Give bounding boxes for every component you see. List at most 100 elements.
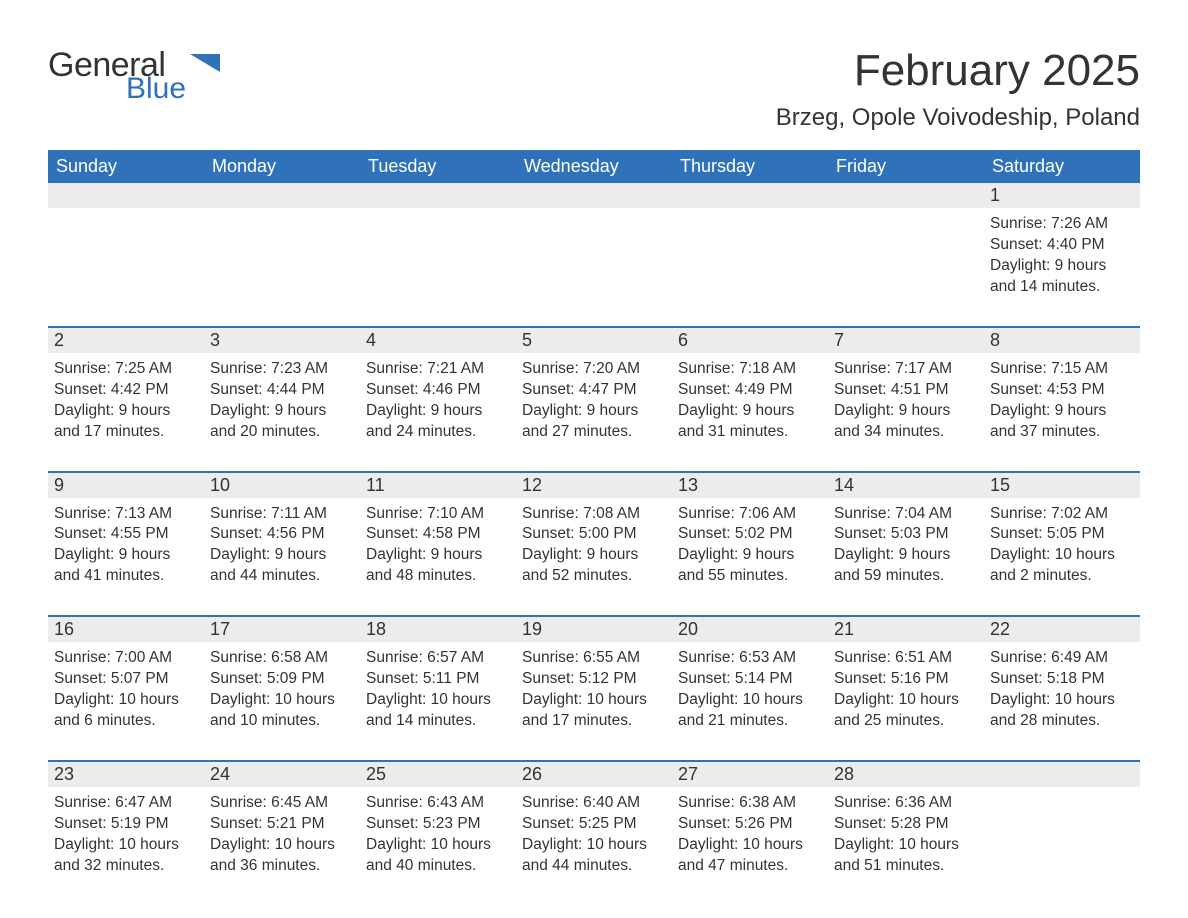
calendar-week: 1Sunrise: 7:26 AMSunset: 4:40 PMDaylight… <box>48 183 1140 308</box>
sunrise-text: Sunrise: 6:57 AM <box>366 648 510 669</box>
sunset-text: Sunset: 5:09 PM <box>210 669 354 690</box>
sunrise-text: Sunrise: 7:21 AM <box>366 359 510 380</box>
sunset-text: Sunset: 4:53 PM <box>990 380 1134 401</box>
day-cell-row: Sunrise: 7:00 AMSunset: 5:07 PMDaylight:… <box>48 642 1140 742</box>
sunrise-text: Sunrise: 6:43 AM <box>366 793 510 814</box>
day-cell: Sunrise: 6:36 AMSunset: 5:28 PMDaylight:… <box>828 787 984 887</box>
sunset-text: Sunset: 4:46 PM <box>366 380 510 401</box>
weekday-header-row: Sunday Monday Tuesday Wednesday Thursday… <box>48 150 1140 183</box>
day-number: 23 <box>48 762 204 787</box>
daylight-text-1: Daylight: 9 hours <box>990 401 1134 422</box>
daylight-text-1: Daylight: 9 hours <box>366 401 510 422</box>
sunrise-text: Sunrise: 7:26 AM <box>990 214 1134 235</box>
day-number: 21 <box>828 617 984 642</box>
day-cell: Sunrise: 7:13 AMSunset: 4:55 PMDaylight:… <box>48 498 204 598</box>
sunset-text: Sunset: 5:14 PM <box>678 669 822 690</box>
day-number: 13 <box>672 473 828 498</box>
weekday-label: Saturday <box>984 150 1140 183</box>
weekday-label: Tuesday <box>360 150 516 183</box>
sunset-text: Sunset: 4:49 PM <box>678 380 822 401</box>
day-cell: Sunrise: 7:17 AMSunset: 4:51 PMDaylight:… <box>828 353 984 453</box>
day-number: 4 <box>360 328 516 353</box>
day-cell-row: Sunrise: 7:26 AMSunset: 4:40 PMDaylight:… <box>48 208 1140 308</box>
day-number: 16 <box>48 617 204 642</box>
daylight-text-1: Daylight: 9 hours <box>522 545 666 566</box>
weekday-label: Wednesday <box>516 150 672 183</box>
day-cell: Sunrise: 7:08 AMSunset: 5:00 PMDaylight:… <box>516 498 672 598</box>
day-number: 3 <box>204 328 360 353</box>
weekday-label: Monday <box>204 150 360 183</box>
day-number: 25 <box>360 762 516 787</box>
sunset-text: Sunset: 5:16 PM <box>834 669 978 690</box>
daylight-text-2: and 37 minutes. <box>990 422 1134 443</box>
sunrise-text: Sunrise: 6:53 AM <box>678 648 822 669</box>
sunset-text: Sunset: 4:51 PM <box>834 380 978 401</box>
daylight-text-1: Daylight: 10 hours <box>834 690 978 711</box>
day-number: 27 <box>672 762 828 787</box>
daylight-text-1: Daylight: 9 hours <box>834 545 978 566</box>
day-number: 28 <box>828 762 984 787</box>
day-cell: Sunrise: 7:25 AMSunset: 4:42 PMDaylight:… <box>48 353 204 453</box>
sunrise-text: Sunrise: 6:55 AM <box>522 648 666 669</box>
day-cell <box>828 208 984 308</box>
day-cell: Sunrise: 7:10 AMSunset: 4:58 PMDaylight:… <box>360 498 516 598</box>
daylight-text-2: and 52 minutes. <box>522 566 666 587</box>
day-cell-row: Sunrise: 7:13 AMSunset: 4:55 PMDaylight:… <box>48 498 1140 598</box>
sunrise-text: Sunrise: 7:04 AM <box>834 504 978 525</box>
daylight-text-2: and 14 minutes. <box>990 277 1134 298</box>
sunset-text: Sunset: 5:18 PM <box>990 669 1134 690</box>
daylight-text-1: Daylight: 9 hours <box>54 545 198 566</box>
daylight-text-1: Daylight: 9 hours <box>54 401 198 422</box>
sunset-text: Sunset: 4:47 PM <box>522 380 666 401</box>
daylight-text-1: Daylight: 10 hours <box>990 690 1134 711</box>
sunrise-text: Sunrise: 6:47 AM <box>54 793 198 814</box>
day-number <box>48 183 204 208</box>
sunrise-text: Sunrise: 7:02 AM <box>990 504 1134 525</box>
calendar: Sunday Monday Tuesday Wednesday Thursday… <box>48 150 1140 886</box>
day-number: 20 <box>672 617 828 642</box>
day-cell: Sunrise: 7:26 AMSunset: 4:40 PMDaylight:… <box>984 208 1140 308</box>
day-cell <box>48 208 204 308</box>
daylight-text-2: and 17 minutes. <box>522 711 666 732</box>
daylight-text-2: and 21 minutes. <box>678 711 822 732</box>
daylight-text-1: Daylight: 9 hours <box>210 401 354 422</box>
day-cell: Sunrise: 7:06 AMSunset: 5:02 PMDaylight:… <box>672 498 828 598</box>
sunrise-text: Sunrise: 7:20 AM <box>522 359 666 380</box>
day-cell: Sunrise: 7:00 AMSunset: 5:07 PMDaylight:… <box>48 642 204 742</box>
daylight-text-1: Daylight: 10 hours <box>210 690 354 711</box>
day-number: 22 <box>984 617 1140 642</box>
day-cell <box>204 208 360 308</box>
calendar-week: 9101112131415Sunrise: 7:13 AMSunset: 4:5… <box>48 471 1140 598</box>
day-number-row: 2345678 <box>48 328 1140 353</box>
day-number: 7 <box>828 328 984 353</box>
daylight-text-1: Daylight: 10 hours <box>54 690 198 711</box>
sunset-text: Sunset: 5:03 PM <box>834 524 978 545</box>
daylight-text-2: and 47 minutes. <box>678 856 822 877</box>
daylight-text-1: Daylight: 10 hours <box>678 835 822 856</box>
sunrise-text: Sunrise: 7:06 AM <box>678 504 822 525</box>
sunset-text: Sunset: 5:00 PM <box>522 524 666 545</box>
day-number: 15 <box>984 473 1140 498</box>
daylight-text-1: Daylight: 10 hours <box>678 690 822 711</box>
sunrise-text: Sunrise: 6:58 AM <box>210 648 354 669</box>
logo-flag-icon <box>190 54 220 83</box>
sunrise-text: Sunrise: 7:18 AM <box>678 359 822 380</box>
sunrise-text: Sunrise: 7:17 AM <box>834 359 978 380</box>
weeks-container: 1Sunrise: 7:26 AMSunset: 4:40 PMDaylight… <box>48 183 1140 886</box>
day-number-row: 1 <box>48 183 1140 208</box>
daylight-text-1: Daylight: 10 hours <box>834 835 978 856</box>
day-cell: Sunrise: 7:23 AMSunset: 4:44 PMDaylight:… <box>204 353 360 453</box>
day-number-row: 9101112131415 <box>48 473 1140 498</box>
daylight-text-2: and 44 minutes. <box>210 566 354 587</box>
sunset-text: Sunset: 5:23 PM <box>366 814 510 835</box>
sunrise-text: Sunrise: 7:15 AM <box>990 359 1134 380</box>
logo-word-blue: Blue <box>126 74 186 104</box>
page-header: General Blue February 2025 Brzeg, Opole … <box>48 48 1140 132</box>
weekday-label: Sunday <box>48 150 204 183</box>
sunrise-text: Sunrise: 7:00 AM <box>54 648 198 669</box>
calendar-week: 16171819202122Sunrise: 7:00 AMSunset: 5:… <box>48 615 1140 742</box>
day-cell: Sunrise: 7:18 AMSunset: 4:49 PMDaylight:… <box>672 353 828 453</box>
daylight-text-1: Daylight: 10 hours <box>54 835 198 856</box>
weekday-label: Friday <box>828 150 984 183</box>
day-cell: Sunrise: 6:47 AMSunset: 5:19 PMDaylight:… <box>48 787 204 887</box>
